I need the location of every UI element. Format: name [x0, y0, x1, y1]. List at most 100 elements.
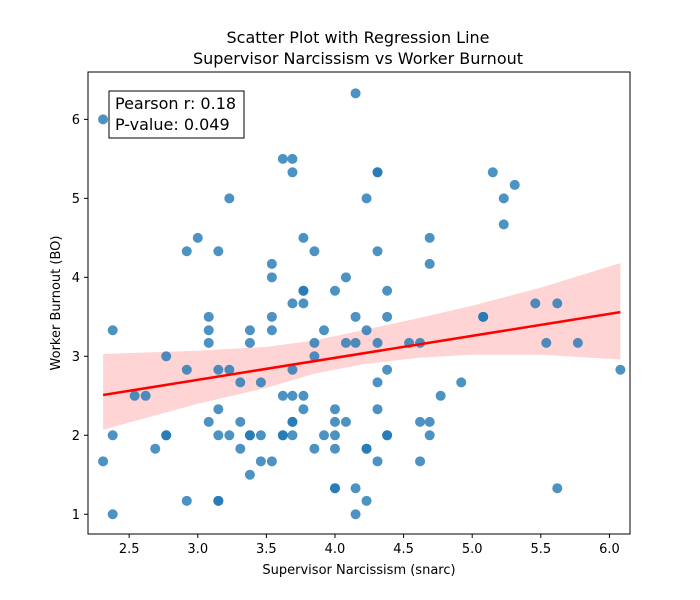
- y-tick-label: 5: [72, 192, 80, 207]
- x-axis-ticks: 2.5 3.0 3.5 4.0 4.5 5.0 5.5 6.0: [119, 534, 620, 557]
- data-point: [350, 509, 361, 520]
- data-point: [244, 469, 255, 480]
- data-point: [340, 272, 351, 283]
- data-point: [382, 311, 393, 322]
- data-point: [361, 193, 372, 204]
- x-axis-label: Supervisor Narcissism (snarc): [262, 563, 455, 578]
- data-point: [424, 258, 435, 269]
- data-point: [424, 430, 435, 441]
- plot-frame: [87, 71, 631, 535]
- data-point: [498, 219, 509, 230]
- data-point: [213, 246, 224, 257]
- data-point: [235, 416, 246, 427]
- data-point: [498, 193, 509, 204]
- data-point: [287, 364, 298, 375]
- data-point: [213, 404, 224, 415]
- data-point: [329, 430, 340, 441]
- x-tick-label: 5.0: [462, 542, 483, 557]
- data-point: [107, 509, 118, 520]
- data-point: [107, 430, 118, 441]
- data-point: [224, 430, 235, 441]
- data-point: [340, 337, 351, 348]
- data-point: [372, 456, 383, 467]
- data-point: [213, 364, 224, 375]
- data-point: [361, 495, 372, 506]
- x-tick-label: 3.0: [187, 542, 208, 557]
- data-point: [203, 311, 214, 322]
- data-point: [435, 390, 446, 401]
- data-point: [235, 377, 246, 388]
- data-point: [161, 430, 172, 441]
- data-point: [572, 337, 583, 348]
- data-point: [350, 483, 361, 494]
- y-axis-label: Worker Burnout (BO): [49, 236, 64, 371]
- data-point: [319, 325, 330, 336]
- x-tick-label: 4.0: [325, 542, 346, 557]
- data-point: [266, 311, 277, 322]
- data-point: [107, 325, 118, 336]
- x-tick-label: 2.5: [119, 542, 140, 557]
- regression-line: [102, 310, 621, 397]
- data-point: [424, 232, 435, 243]
- y-tick-label: 6: [72, 113, 80, 128]
- chart-title-line1: Scatter Plot with Regression Line: [226, 28, 489, 47]
- data-point: [181, 364, 192, 375]
- data-point: [478, 311, 489, 322]
- data-point: [287, 430, 298, 441]
- data-point: [129, 390, 140, 401]
- data-point: [309, 443, 320, 454]
- y-tick-label: 3: [72, 350, 80, 365]
- data-point: [244, 325, 255, 336]
- data-point: [372, 167, 383, 178]
- x-tick-label: 5.5: [530, 542, 551, 557]
- data-point: [372, 404, 383, 415]
- data-point: [350, 337, 361, 348]
- confidence-band-layer: [103, 263, 621, 430]
- data-point: [309, 351, 320, 362]
- data-point: [319, 430, 330, 441]
- data-point: [255, 456, 266, 467]
- data-point: [298, 390, 309, 401]
- data-point: [298, 404, 309, 415]
- data-point: [287, 153, 298, 164]
- data-point: [372, 377, 383, 388]
- data-point: [372, 246, 383, 257]
- data-point: [350, 311, 361, 322]
- data-point: [382, 430, 393, 441]
- data-point: [235, 443, 246, 454]
- pearson-label: Pearson r: 0.18: [115, 94, 236, 113]
- stats-box-border: [108, 90, 245, 139]
- data-point: [287, 167, 298, 178]
- data-point: [277, 430, 288, 441]
- data-point: [361, 325, 372, 336]
- stats-box: Pearson r: 0.18 P-value: 0.049: [108, 90, 245, 139]
- data-point: [329, 483, 340, 494]
- data-point: [266, 325, 277, 336]
- data-point: [615, 364, 626, 375]
- data-point: [266, 456, 277, 467]
- data-point: [298, 232, 309, 243]
- data-point: [213, 430, 224, 441]
- data-point: [329, 285, 340, 296]
- data-point: [181, 495, 192, 506]
- data-point: [361, 443, 372, 454]
- confidence-band: [103, 263, 621, 430]
- data-point: [203, 416, 214, 427]
- data-point: [287, 416, 298, 427]
- y-tick-label: 2: [72, 429, 80, 444]
- data-point: [340, 416, 351, 427]
- y-axis-ticks: 1 2 3 4 5 6: [72, 113, 88, 523]
- data-point: [530, 298, 541, 309]
- data-point: [266, 258, 277, 269]
- data-point: [244, 430, 255, 441]
- data-point: [255, 430, 266, 441]
- data-point: [287, 298, 298, 309]
- data-point: [456, 377, 467, 388]
- data-point: [552, 298, 563, 309]
- data-point: [424, 416, 435, 427]
- x-tick-label: 6.0: [599, 542, 620, 557]
- data-point: [224, 364, 235, 375]
- data-point: [266, 272, 277, 283]
